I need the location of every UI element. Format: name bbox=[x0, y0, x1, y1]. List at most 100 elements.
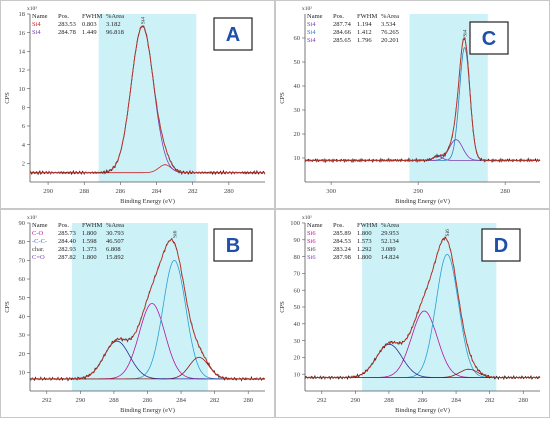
table-cell-name: Si4 bbox=[307, 21, 316, 28]
table-cell: 1.412 bbox=[357, 29, 372, 36]
panel-label: C bbox=[482, 28, 496, 50]
x-tick-label: 284 bbox=[152, 188, 163, 195]
table-cell-name: Si4 bbox=[32, 21, 41, 28]
table-cell: 96.818 bbox=[106, 29, 124, 36]
xps-panel-a: 290 288 286 284 282 280 2 4 6 8 10 12 14 16 18 Binding … bbox=[0, 0, 275, 209]
envelope-line bbox=[29, 238, 266, 381]
table-cell: 285.65 bbox=[333, 37, 351, 44]
table-cell: 14.824 bbox=[381, 254, 400, 261]
xps-chart: 292 290 288 286 284 282 280 10 20 30 40 50 60 70 80 90 1… bbox=[275, 209, 550, 418]
x-tick-label: 284 bbox=[451, 397, 462, 404]
table-cell: 284.40 bbox=[58, 238, 76, 245]
table-header: Name bbox=[307, 13, 323, 20]
y-tick-label: 60 bbox=[294, 287, 301, 294]
x-tick-label: 292 bbox=[317, 397, 327, 404]
x-tick-label: 300 bbox=[326, 188, 336, 195]
table-cell: 1.796 bbox=[357, 37, 372, 44]
y-axis-label: CPS bbox=[279, 92, 286, 104]
x-axis-label: Binding Energy (eV) bbox=[395, 198, 450, 205]
table-cell-name: C-O bbox=[32, 230, 44, 237]
y-exponent-label: x10¹ bbox=[302, 215, 312, 221]
xps-chart: 300 290 280 10 20 30 40 50 60 Binding Energy (eV)… bbox=[275, 0, 550, 209]
table-cell-name: Si6 bbox=[307, 238, 316, 245]
x-tick-label: 292 bbox=[42, 397, 52, 404]
table-header: FWHM bbox=[357, 222, 377, 229]
table-cell: 283.53 bbox=[58, 21, 76, 28]
envelope-line bbox=[304, 36, 541, 163]
y-tick-label: 30 bbox=[294, 107, 301, 114]
table-cell: 0.803 bbox=[82, 21, 97, 28]
table-header: %Area bbox=[381, 222, 399, 229]
x-tick-label: 288 bbox=[79, 188, 89, 195]
table-cell: 1.800 bbox=[82, 254, 97, 261]
xps-panel-c: 300 290 280 10 20 30 40 50 60 Binding Energy (eV)… bbox=[275, 0, 550, 209]
table-header: FWHM bbox=[357, 13, 377, 20]
table-cell: 1.194 bbox=[357, 21, 372, 28]
table-header: Pos. bbox=[333, 222, 344, 229]
x-tick-label: 290 bbox=[350, 397, 360, 404]
y-tick-label: 6 bbox=[22, 123, 26, 130]
x-tick-label: 282 bbox=[485, 397, 495, 404]
peak-label: Si6 bbox=[445, 229, 451, 237]
table-header: FWHM bbox=[82, 13, 102, 20]
x-tick-label: 280 bbox=[500, 188, 510, 195]
table-cell: 287.74 bbox=[333, 21, 352, 28]
table-cell: 282.93 bbox=[58, 246, 76, 253]
table-cell: 287.82 bbox=[58, 254, 76, 261]
table-cell: 30.793 bbox=[106, 230, 124, 237]
y-axis-label: CPS bbox=[4, 301, 11, 313]
y-tick-label: 80 bbox=[294, 254, 301, 261]
table-cell: 3.089 bbox=[381, 246, 396, 253]
y-tick-label: 14 bbox=[19, 49, 26, 56]
panel-label-box bbox=[481, 228, 521, 262]
y-exponent-label: x10³ bbox=[27, 6, 37, 12]
y-tick-label: 60 bbox=[19, 276, 26, 283]
y-exponent-label: x10¹ bbox=[27, 215, 37, 221]
envelope-line bbox=[304, 237, 541, 380]
table-cell: 1.292 bbox=[357, 246, 372, 253]
table-cell: 284.66 bbox=[333, 29, 352, 36]
peak-label: Si4 bbox=[463, 29, 469, 37]
table-cell: 1.449 bbox=[82, 29, 97, 36]
y-tick-label: 4 bbox=[22, 142, 26, 149]
table-cell: 1.800 bbox=[82, 230, 97, 237]
table-cell: 76.265 bbox=[381, 29, 399, 36]
table-header: Pos. bbox=[333, 13, 344, 20]
y-tick-label: 100 bbox=[290, 220, 300, 227]
table-cell: 285.73 bbox=[58, 230, 76, 237]
y-tick-label: 70 bbox=[19, 258, 26, 265]
xps-panel-d: 292 290 288 286 284 282 280 10 20 30 40 50 60 70 80 90 1… bbox=[275, 209, 550, 418]
y-tick-label: 60 bbox=[294, 35, 301, 42]
y-tick-label: 90 bbox=[19, 220, 26, 227]
peak-label: Si4 bbox=[140, 17, 146, 25]
y-tick-label: 90 bbox=[294, 237, 301, 244]
y-tick-label: 10 bbox=[19, 370, 26, 377]
table-cell-name: Si6 bbox=[307, 254, 316, 261]
table-cell-name: -C-C- bbox=[32, 238, 47, 245]
table-cell: 1.573 bbox=[357, 238, 372, 245]
x-tick-label: 290 bbox=[413, 188, 423, 195]
y-tick-label: 10 bbox=[294, 155, 301, 162]
y-tick-label: 40 bbox=[19, 314, 26, 321]
y-tick-label: 10 bbox=[19, 86, 26, 93]
table-cell: 1.373 bbox=[82, 246, 97, 253]
table-cell: 284.78 bbox=[58, 29, 76, 36]
table-header: Pos. bbox=[58, 13, 69, 20]
panel-label-box bbox=[213, 17, 253, 51]
table-cell-name: C=O bbox=[32, 254, 45, 261]
panel-label: A bbox=[226, 24, 240, 46]
panel-label: B bbox=[226, 235, 240, 257]
table-cell: 3.182 bbox=[106, 21, 121, 28]
y-tick-label: 18 bbox=[19, 11, 26, 18]
y-tick-label: 20 bbox=[294, 131, 301, 138]
xps-panel-b: 292 290 288 286 284 282 280 10 20 30 40 50 60 70 80 90 B… bbox=[0, 209, 275, 418]
table-cell: 1.800 bbox=[357, 230, 372, 237]
x-tick-label: 284 bbox=[176, 397, 187, 404]
table-header: %Area bbox=[381, 13, 399, 20]
y-axis-label: CPS bbox=[279, 301, 286, 313]
panel-label: D bbox=[494, 235, 508, 257]
table-cell-name: Si6 bbox=[307, 246, 316, 253]
y-tick-label: 20 bbox=[294, 355, 301, 362]
y-tick-label: 70 bbox=[294, 271, 301, 278]
x-tick-label: 282 bbox=[210, 397, 220, 404]
